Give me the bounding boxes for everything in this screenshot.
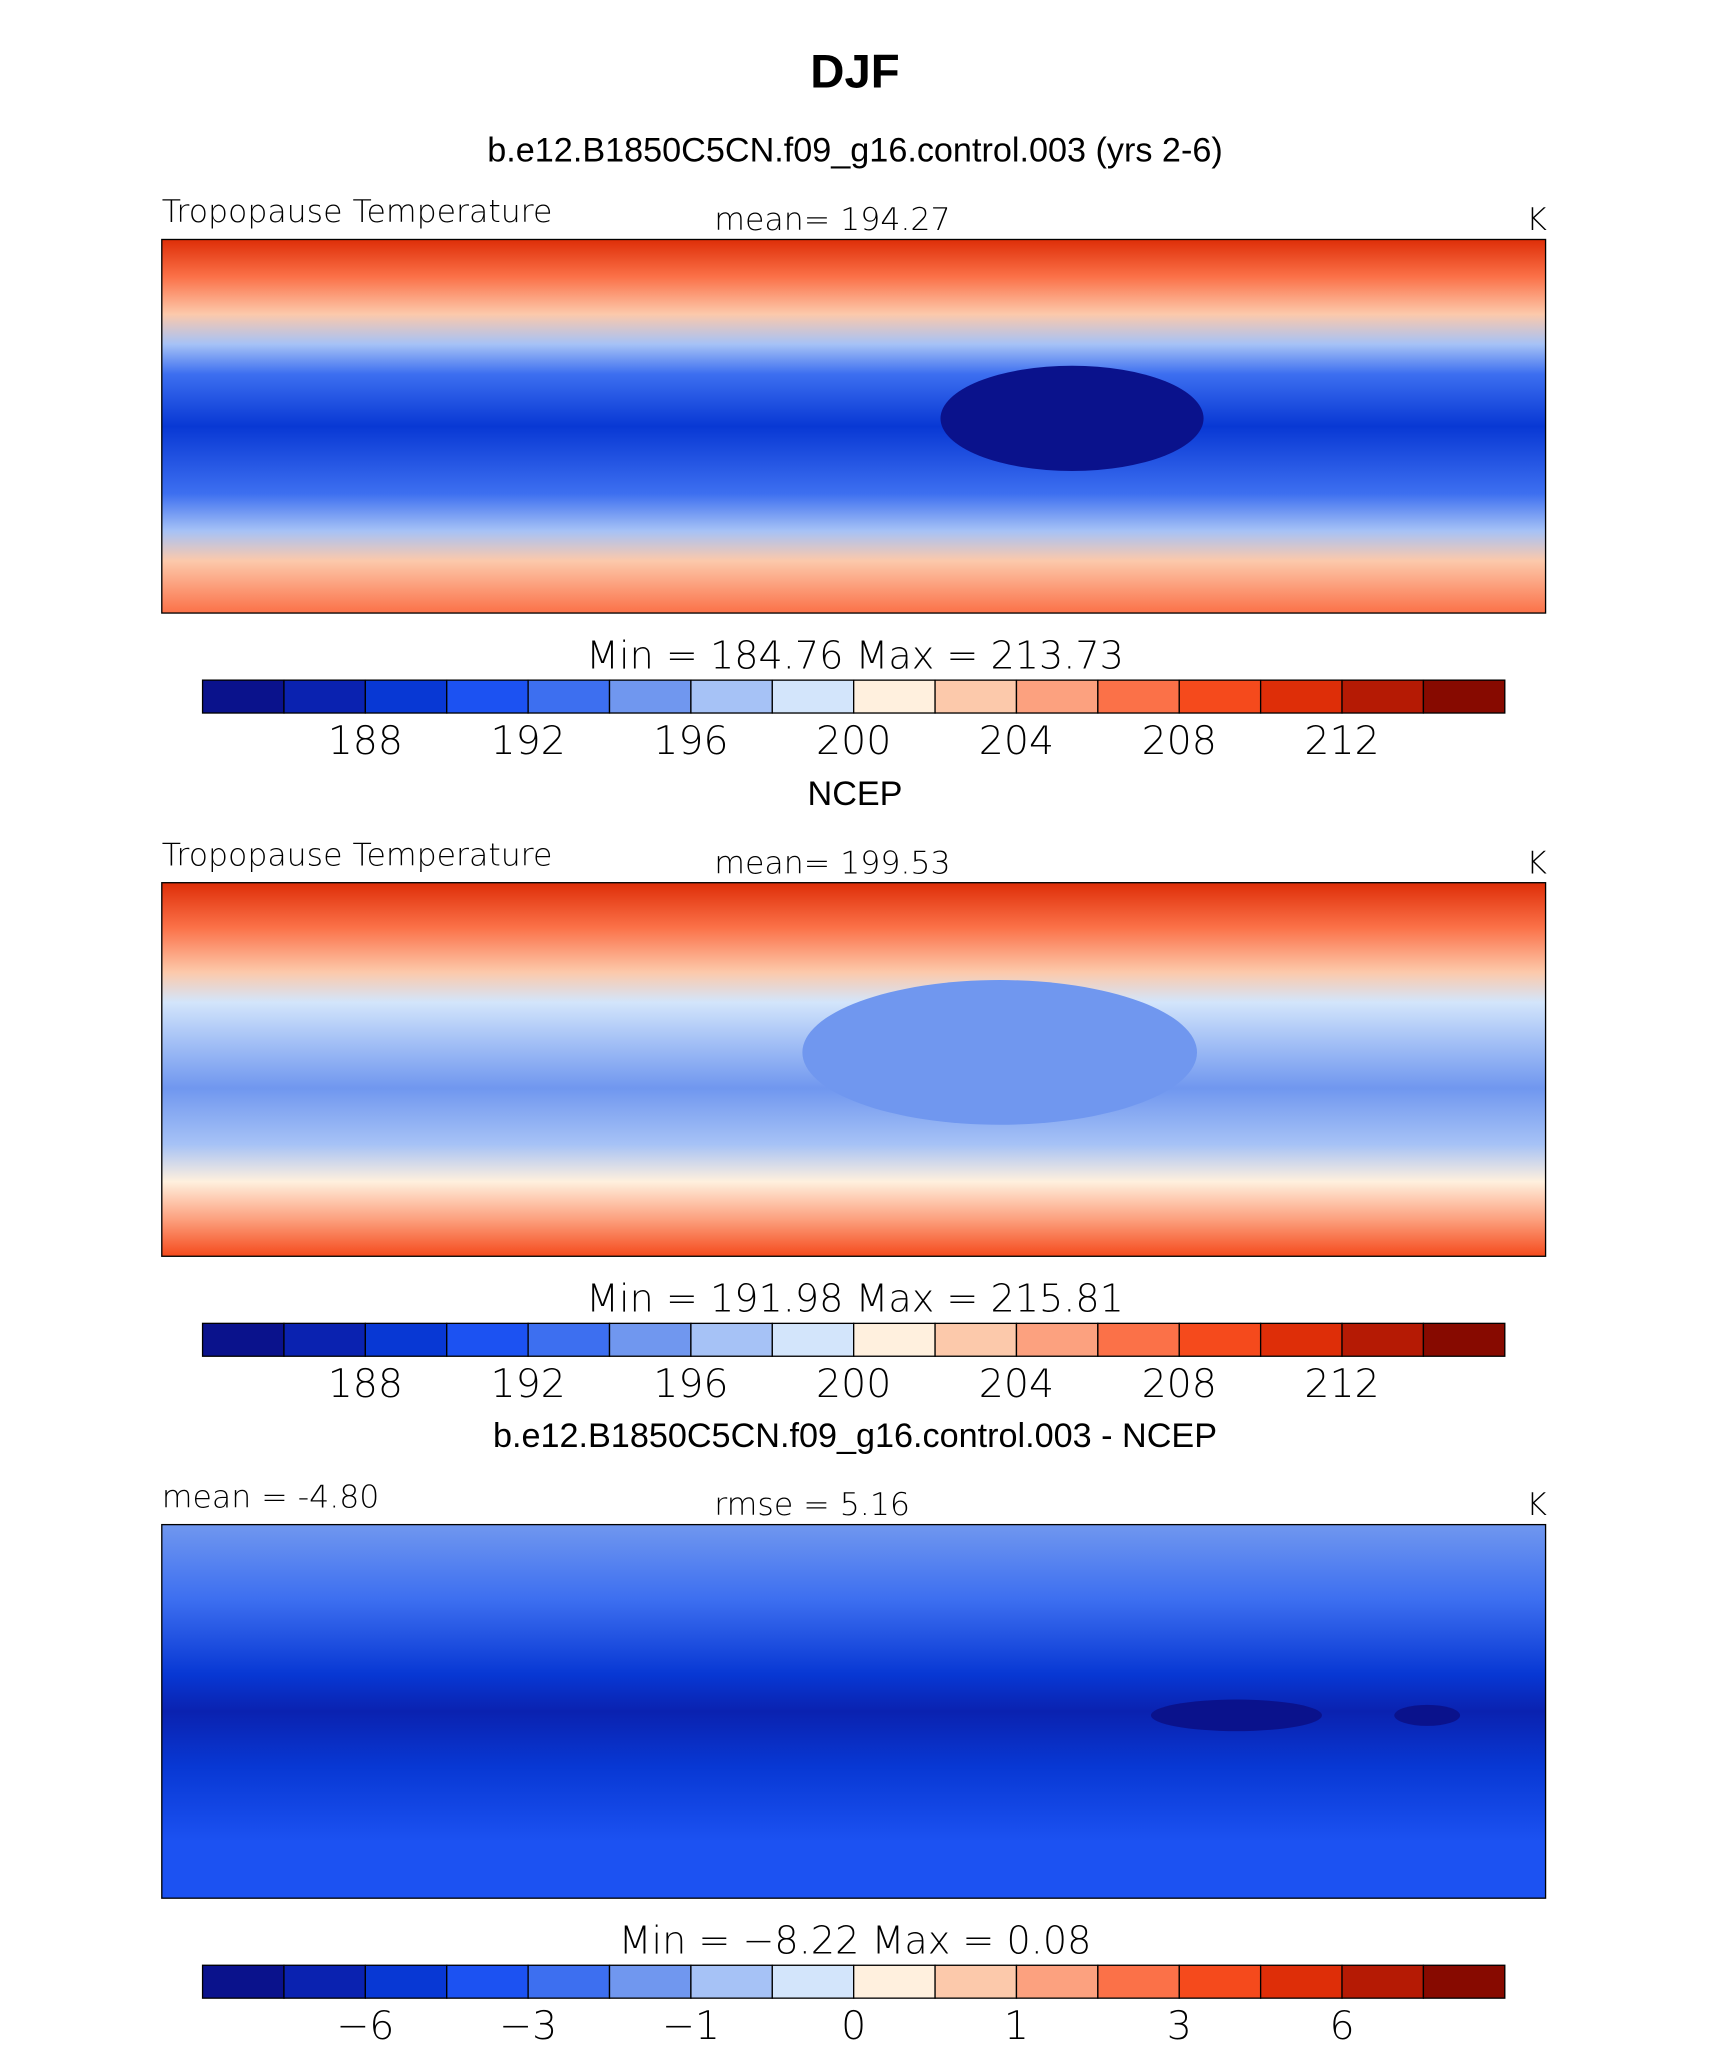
panel-center-label: rmse = 5.16	[714, 1487, 910, 1523]
colorbar-box	[608, 1322, 692, 1357]
colorbar-box	[1015, 679, 1099, 714]
min-max: Min = 191.98 Max = 215.81	[586, 1276, 1124, 1320]
colorbar-box	[283, 679, 367, 714]
colorbar-box	[690, 1322, 773, 1357]
colorbar-box	[1097, 679, 1180, 714]
colorbar-tick-label: 188	[328, 1361, 403, 1407]
colorbar-box	[527, 1322, 611, 1357]
colorbar-box	[771, 1322, 855, 1357]
colorbar-box	[853, 1322, 936, 1357]
figure-title: DJF	[810, 46, 899, 99]
colorbar-tick-label: 192	[490, 718, 565, 764]
colorbar-tick-label: 212	[1304, 1361, 1379, 1407]
colorbar-box	[1015, 1964, 1099, 1999]
colorbar-tick-label: 200	[816, 718, 891, 764]
min-max: Min = −8.22 Max = 0.08	[619, 1918, 1092, 1962]
colorbar-box	[1178, 1964, 1262, 1999]
colorbar-box	[1341, 1322, 1425, 1357]
colorbar-box	[364, 1322, 448, 1357]
colorbar-box	[853, 679, 936, 714]
map-feature	[940, 365, 1204, 471]
panel-subtitle: b.e12.B1850C5CN.f09_g16.control.003 - NC…	[493, 1417, 1217, 1455]
colorbar-tick-label: 212	[1304, 718, 1379, 764]
maps	[161, 238, 1547, 1899]
panel-left-label: Tropopause Temperature	[162, 837, 553, 873]
colorbar-tick-label: 1	[1004, 2003, 1029, 2049]
colorbar-tick-label: 3	[1167, 2003, 1192, 2049]
colorbar-box	[364, 1964, 448, 1999]
colorbar-box	[201, 679, 285, 714]
map-feature	[802, 980, 1197, 1125]
colorbar-box	[1341, 679, 1425, 714]
colorbar-box	[283, 1964, 367, 1999]
colorbar-tick-label: 6	[1329, 2003, 1354, 2049]
colorbar-box	[771, 1964, 855, 1999]
colorbar-tick-label: 192	[490, 1361, 565, 1407]
colorbar-tick-label: 208	[1142, 718, 1217, 764]
colorbar-box	[364, 679, 448, 714]
colorbar-box	[446, 679, 529, 714]
colorbar-box	[1422, 679, 1506, 714]
colorbar-box	[608, 1964, 692, 1999]
colorbar-tick-label: −6	[336, 2003, 394, 2049]
panel-left-label: mean = -4.80	[162, 1479, 380, 1515]
colorbar-box	[1259, 1322, 1343, 1357]
colorbar-box	[446, 1322, 529, 1357]
colorbar-box	[690, 1964, 773, 1999]
panel-subtitle: b.e12.B1850C5CN.f09_g16.control.003 (yrs…	[487, 132, 1222, 170]
min-max: Min = 184.76 Max = 213.73	[586, 633, 1124, 677]
colorbar-box	[1259, 1964, 1343, 1999]
colorbar-box	[201, 1322, 285, 1357]
colorbar-tick-label: 196	[653, 1361, 728, 1407]
colorbar-tick-label: −1	[662, 2003, 720, 2049]
colorbar-tick-label: 200	[816, 1361, 891, 1407]
colorbar-box	[527, 1964, 611, 1999]
colorbar-box	[1097, 1322, 1180, 1357]
colorbar-box	[1097, 1964, 1180, 1999]
panel-unit: K	[1526, 1487, 1547, 1523]
colorbar-box	[934, 679, 1018, 714]
panel-subtitle: NCEP	[808, 775, 903, 813]
colorbar-box	[1259, 679, 1343, 714]
colorbar-box	[934, 1322, 1018, 1357]
colorbar-tick-label: 188	[328, 718, 403, 764]
colorbar-tick-label: 0	[841, 2003, 866, 2049]
colorbar-box	[283, 1322, 367, 1357]
panel-center-label: mean= 194.27	[714, 202, 950, 238]
colorbar-box	[934, 1964, 1018, 1999]
colorbar-tick-label: 204	[979, 1361, 1054, 1407]
colorbar-tick-label: −3	[499, 2003, 557, 2049]
colorbar-box	[771, 679, 855, 714]
colorbar-tick-label: 196	[653, 718, 728, 764]
colorbar-tick-label: 204	[979, 718, 1054, 764]
panel-left-label: Tropopause Temperature	[162, 194, 553, 230]
colorbar-box	[446, 1964, 529, 1999]
colorbar-box	[1341, 1964, 1425, 1999]
map-feature	[1150, 1699, 1322, 1732]
panel-center-label: mean= 199.53	[714, 845, 950, 881]
map-feature	[1394, 1704, 1461, 1726]
colorbar-box	[527, 679, 611, 714]
colorbar-box	[1015, 1322, 1099, 1357]
panel-unit: K	[1526, 202, 1547, 238]
colorbar-tick-label: 208	[1142, 1361, 1217, 1407]
map-field	[161, 1523, 1547, 1899]
map-field	[161, 238, 1547, 614]
colorbar-box	[1422, 1322, 1506, 1357]
colorbar-box	[690, 679, 773, 714]
colorbar-box	[1178, 1322, 1262, 1357]
colorbar-box	[201, 1964, 285, 1999]
colorbar-box	[608, 679, 692, 714]
colorbar-box	[1422, 1964, 1506, 1999]
colorbar-box	[853, 1964, 936, 1999]
panel-unit: K	[1526, 845, 1547, 881]
colorbar-box	[1178, 679, 1262, 714]
